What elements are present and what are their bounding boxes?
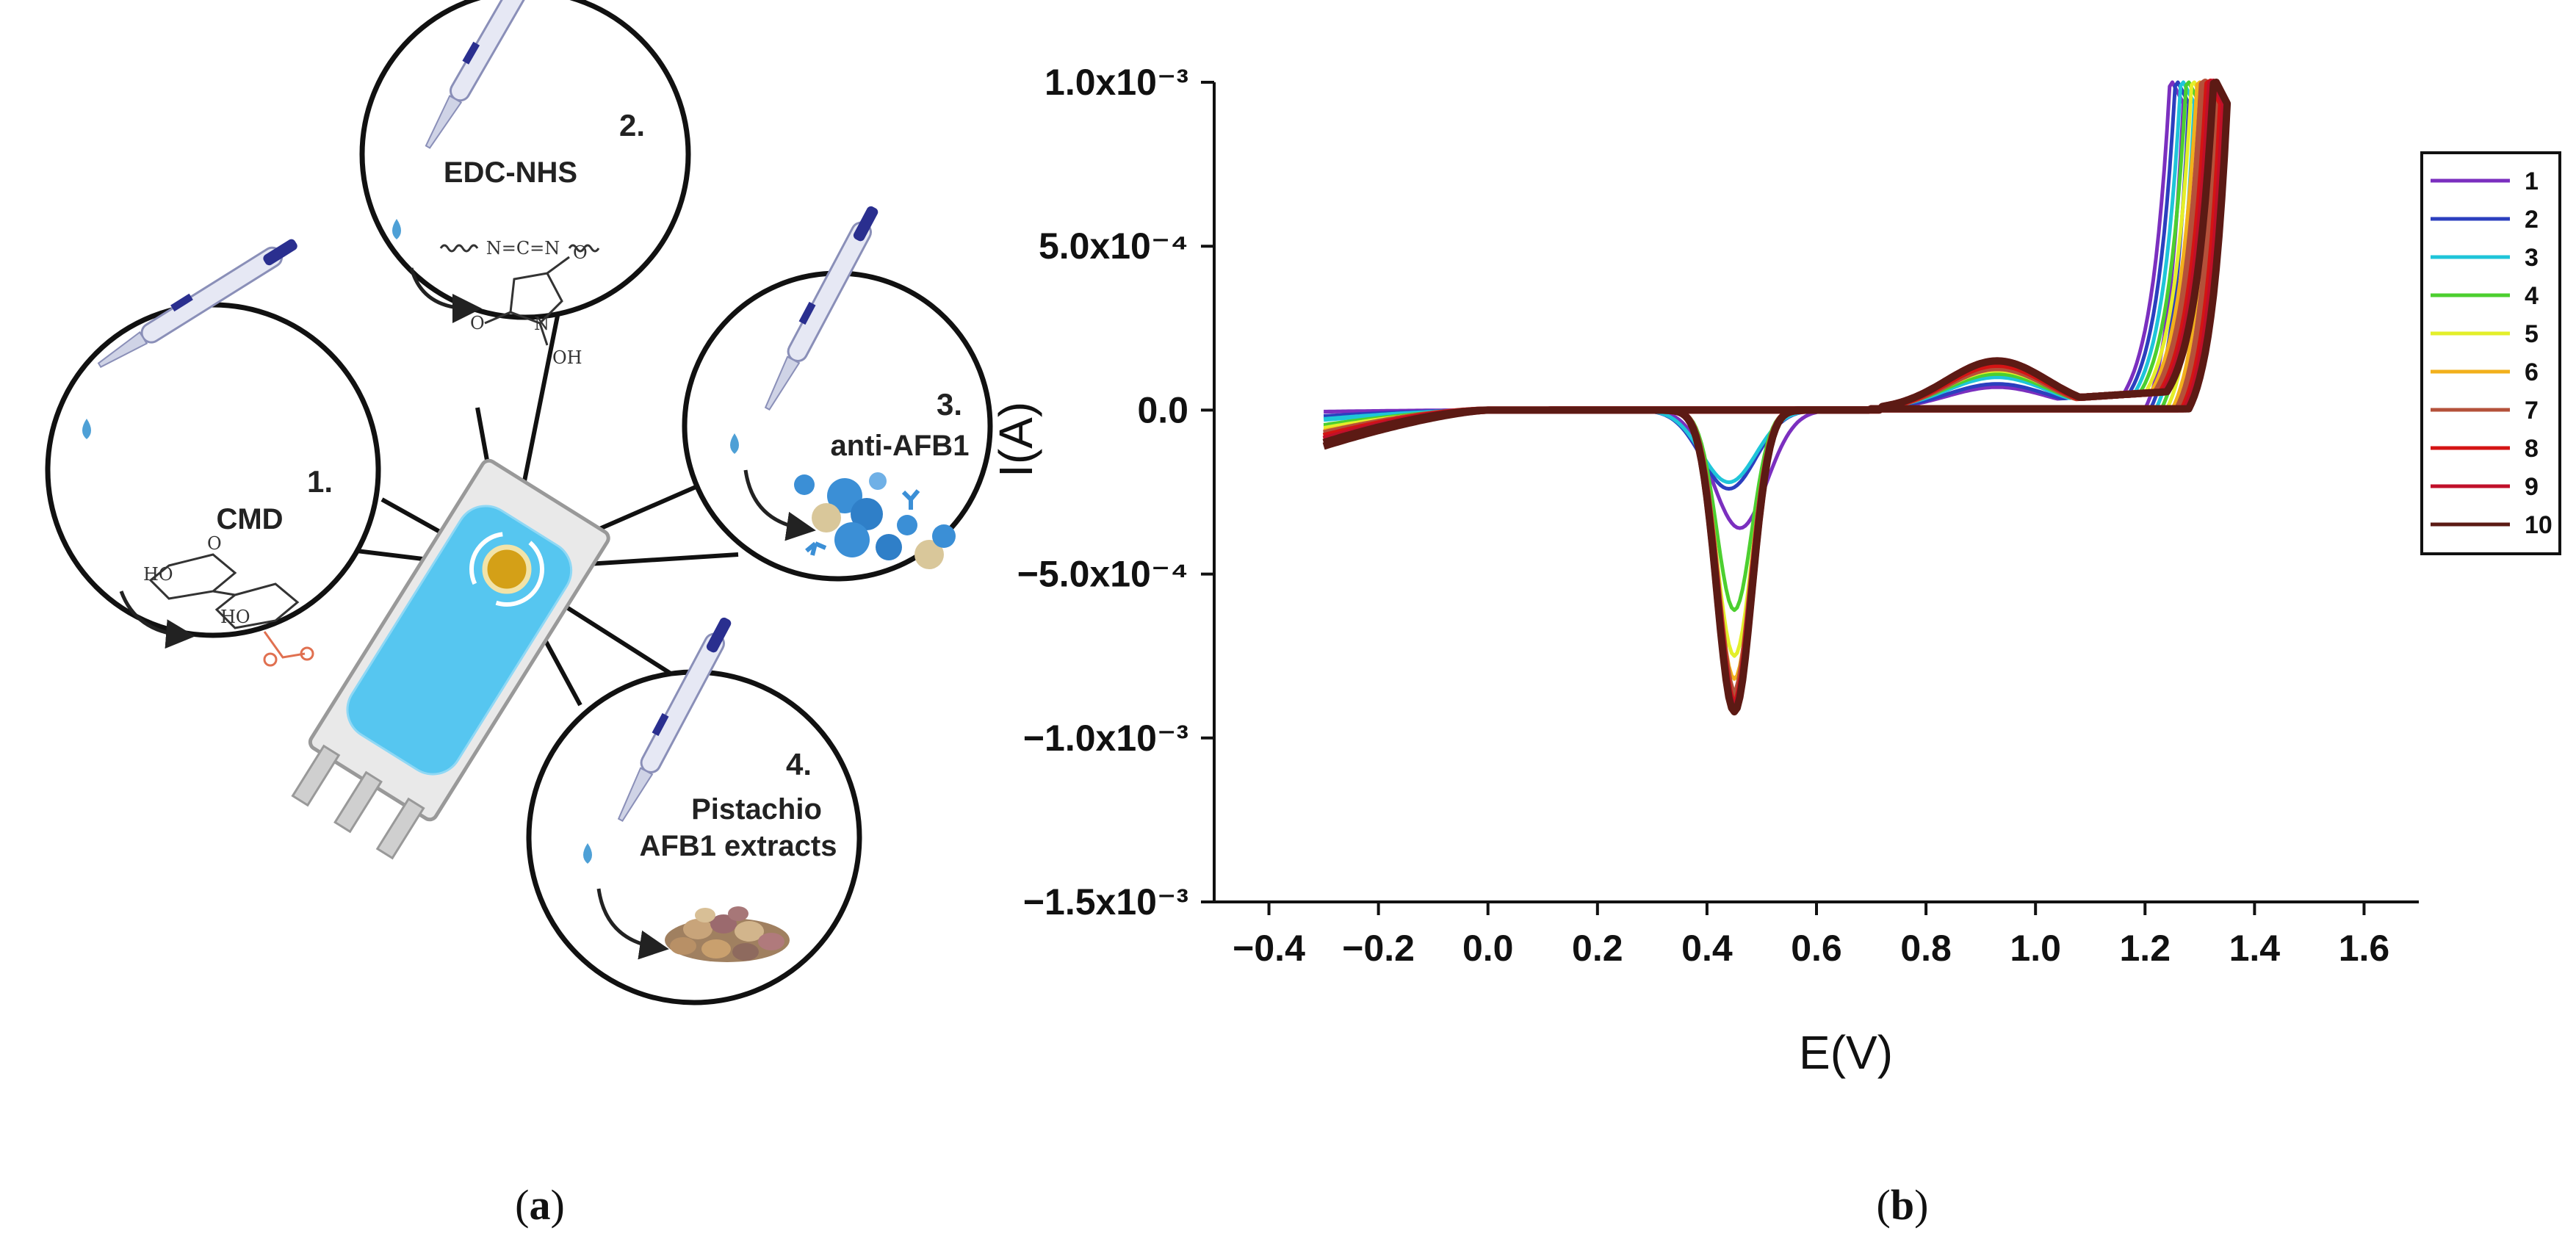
cmd-ho-label-2: HO bbox=[220, 607, 250, 627]
reference-electrode-ring bbox=[469, 532, 544, 607]
panel-a-diagram: 1. CMD HO HO O bbox=[45, 0, 993, 1229]
step-3-number: 3. bbox=[937, 387, 962, 422]
chart-ticks: −1.5x10⁻³ −1.0x10⁻³ −5.0x10⁻⁴ 0.0 5.0x10⁻⁴ 1.… bbox=[1017, 62, 2389, 969]
x-tick-label: 1.0 bbox=[2010, 928, 2061, 969]
y-tick-label: −5.0x10⁻⁴ bbox=[1017, 554, 1188, 595]
wavy-bond-icon bbox=[439, 244, 479, 253]
x-axis-title: E(V) bbox=[1799, 1026, 1893, 1079]
legend-label-6: 6 bbox=[2525, 358, 2539, 386]
x-tick-label: 0.8 bbox=[1900, 928, 1952, 969]
pipette-icon bbox=[425, 0, 538, 149]
nhs-oxygen-2-label: O bbox=[470, 313, 485, 333]
legend-label-3: 3 bbox=[2525, 244, 2539, 272]
x-tick-label: 1.2 bbox=[2120, 928, 2171, 969]
legend-label-4: 4 bbox=[2525, 282, 2539, 310]
panel-b-caption: (b) bbox=[1877, 1181, 1929, 1229]
pipette-icon bbox=[617, 617, 732, 822]
pistachio-pile-icon bbox=[665, 906, 790, 962]
droplet-icon bbox=[730, 433, 739, 454]
droplet-icon bbox=[82, 419, 91, 439]
step-2-number: 2. bbox=[619, 108, 645, 142]
series-line-10 bbox=[1322, 79, 2232, 716]
cmd-ho-label: HO bbox=[143, 564, 173, 585]
y-tick-label: 0.0 bbox=[1137, 389, 1188, 430]
x-tick-label: 0.2 bbox=[1572, 928, 1623, 969]
x-tick-label: −0.2 bbox=[1342, 928, 1415, 969]
panel-b-chart: −1.5x10⁻³ −1.0x10⁻³ −5.0x10⁻⁴ 0.0 5.0x10⁻⁴ 1.… bbox=[989, 62, 2561, 1229]
step-4-bubble: 4. Pistachio AFB1 extracts bbox=[526, 617, 862, 1005]
legend-label-5: 5 bbox=[2525, 320, 2539, 348]
series-line-5 bbox=[1323, 80, 2207, 658]
panel-a-caption: (a) bbox=[515, 1181, 565, 1229]
x-tick-label: 1.4 bbox=[2229, 928, 2281, 969]
curved-arrow-icon bbox=[596, 888, 669, 960]
x-tick-label: −0.4 bbox=[1233, 928, 1305, 969]
chart-legend: 1 2 3 4 5 6 7 8 9 10 bbox=[2420, 151, 2561, 555]
series-line-6 bbox=[1323, 80, 2213, 681]
droplet-icon bbox=[392, 219, 401, 239]
carbodiimide-label: N=C=N bbox=[486, 238, 560, 259]
step-3-bubble: 3. anti-AFB1 bbox=[682, 206, 993, 582]
nhs-ring-icon bbox=[484, 256, 570, 346]
x-tick-label: 0.6 bbox=[1791, 928, 1842, 969]
droplet-icon bbox=[583, 843, 592, 864]
curved-arrow-icon bbox=[409, 267, 482, 323]
step-1-number: 1. bbox=[307, 464, 333, 499]
gold-working-electrode bbox=[482, 544, 532, 594]
series-line-3 bbox=[1323, 80, 2196, 485]
legend-label-2: 2 bbox=[2525, 206, 2539, 234]
legend-label-9: 9 bbox=[2525, 473, 2539, 501]
step-1-bubble: 1. CMD HO HO O bbox=[45, 239, 381, 667]
step-4-label-line2: AFB1 extracts bbox=[639, 830, 837, 862]
curved-arrow-icon bbox=[119, 591, 195, 649]
series-line-7 bbox=[1322, 79, 2220, 699]
pipette-icon bbox=[97, 239, 297, 368]
legend-label-8: 8 bbox=[2525, 435, 2539, 463]
x-tick-label: 1.6 bbox=[2339, 928, 2390, 969]
legend-label-10: 10 bbox=[2525, 511, 2552, 539]
cmd-structure-icon bbox=[148, 553, 314, 667]
step-1-label: CMD bbox=[216, 503, 283, 535]
curved-arrow-icon bbox=[743, 469, 816, 541]
x-tick-label: 0.4 bbox=[1681, 928, 1733, 969]
step-4-number: 4. bbox=[786, 747, 812, 781]
y-tick-label: 1.0x10⁻³ bbox=[1045, 62, 1188, 103]
step-2-bubble: 2. EDC-NHS N=C=N O O N OH bbox=[359, 0, 691, 368]
wavy-bond-icon bbox=[568, 244, 600, 253]
step-4-label-line1: Pistachio bbox=[691, 793, 822, 826]
legend-box bbox=[2420, 151, 2561, 555]
y-tick-label: −1.5x10⁻³ bbox=[1023, 881, 1188, 922]
series-line-2 bbox=[1323, 80, 2191, 491]
step-2-label: EDC-NHS bbox=[444, 156, 577, 189]
nhs-n-label: N bbox=[534, 314, 549, 334]
cmd-o-label: O bbox=[207, 533, 222, 554]
nhs-oxygen-1-label: O bbox=[573, 242, 588, 263]
antibody-cluster-icon bbox=[794, 472, 956, 569]
y-tick-label: −1.0x10⁻³ bbox=[1023, 718, 1188, 759]
step-3-label: anti-AFB1 bbox=[831, 430, 970, 462]
series-line-4 bbox=[1323, 80, 2202, 613]
x-tick-label: 0.0 bbox=[1462, 928, 1514, 969]
y-tick-label: 5.0x10⁻⁴ bbox=[1039, 225, 1188, 267]
nhs-oh-label: OH bbox=[552, 347, 582, 368]
legend-label-7: 7 bbox=[2525, 397, 2539, 425]
y-axis-title: I(A) bbox=[989, 402, 1042, 477]
pipette-icon bbox=[764, 206, 878, 411]
chart-axes bbox=[1213, 82, 2419, 903]
cv-curves bbox=[1322, 79, 2232, 716]
legend-label-1: 1 bbox=[2525, 167, 2539, 195]
